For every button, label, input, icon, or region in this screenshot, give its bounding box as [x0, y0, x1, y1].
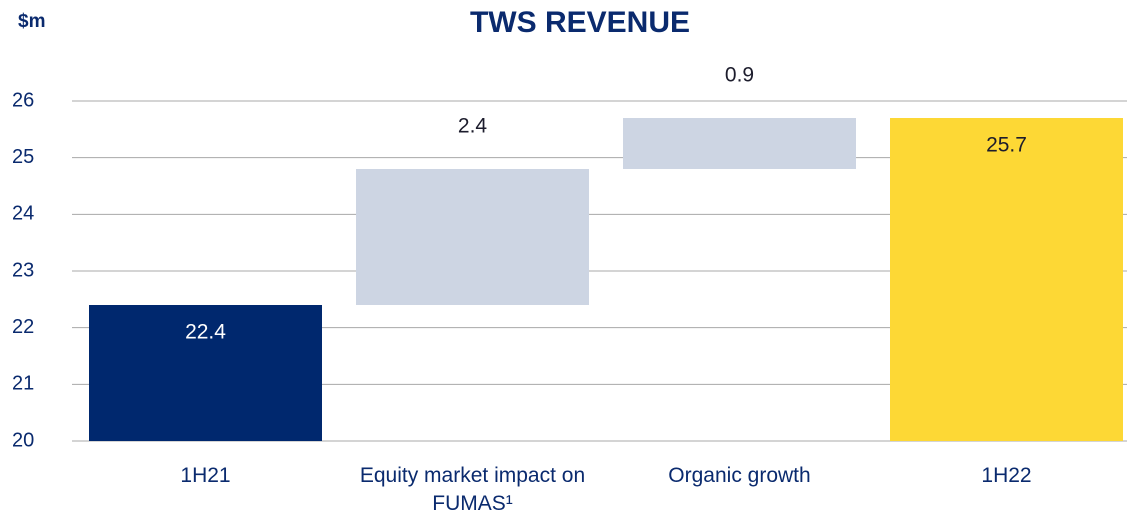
y-tick-label: 23: [12, 259, 34, 281]
value-label: 2.4: [458, 115, 488, 138]
y-tick-label: 20: [12, 429, 34, 451]
y-tick-label: 26: [12, 89, 34, 111]
value-label: 25.7: [986, 134, 1027, 157]
x-tick-label: 1H21: [180, 464, 231, 487]
value-label: 22.4: [185, 321, 226, 344]
x-tick-label: Organic growth: [668, 464, 811, 487]
y-tick-label: 25: [12, 146, 34, 168]
y-tick-label: 24: [12, 203, 34, 225]
x-tick-label: Equity market impact on FUMAS¹: [359, 464, 586, 515]
value-label: 0.9: [725, 64, 754, 87]
y-tick-label: 21: [12, 373, 34, 395]
y-axis-label: $m: [18, 11, 45, 32]
bar: [89, 305, 322, 441]
y-tick-label: 22: [12, 316, 34, 338]
bar: [623, 118, 856, 169]
bar: [890, 118, 1123, 441]
bar: [356, 169, 589, 305]
x-tick-label: 1H22: [981, 464, 1032, 487]
chart-title: TWS REVENUE: [470, 6, 690, 39]
